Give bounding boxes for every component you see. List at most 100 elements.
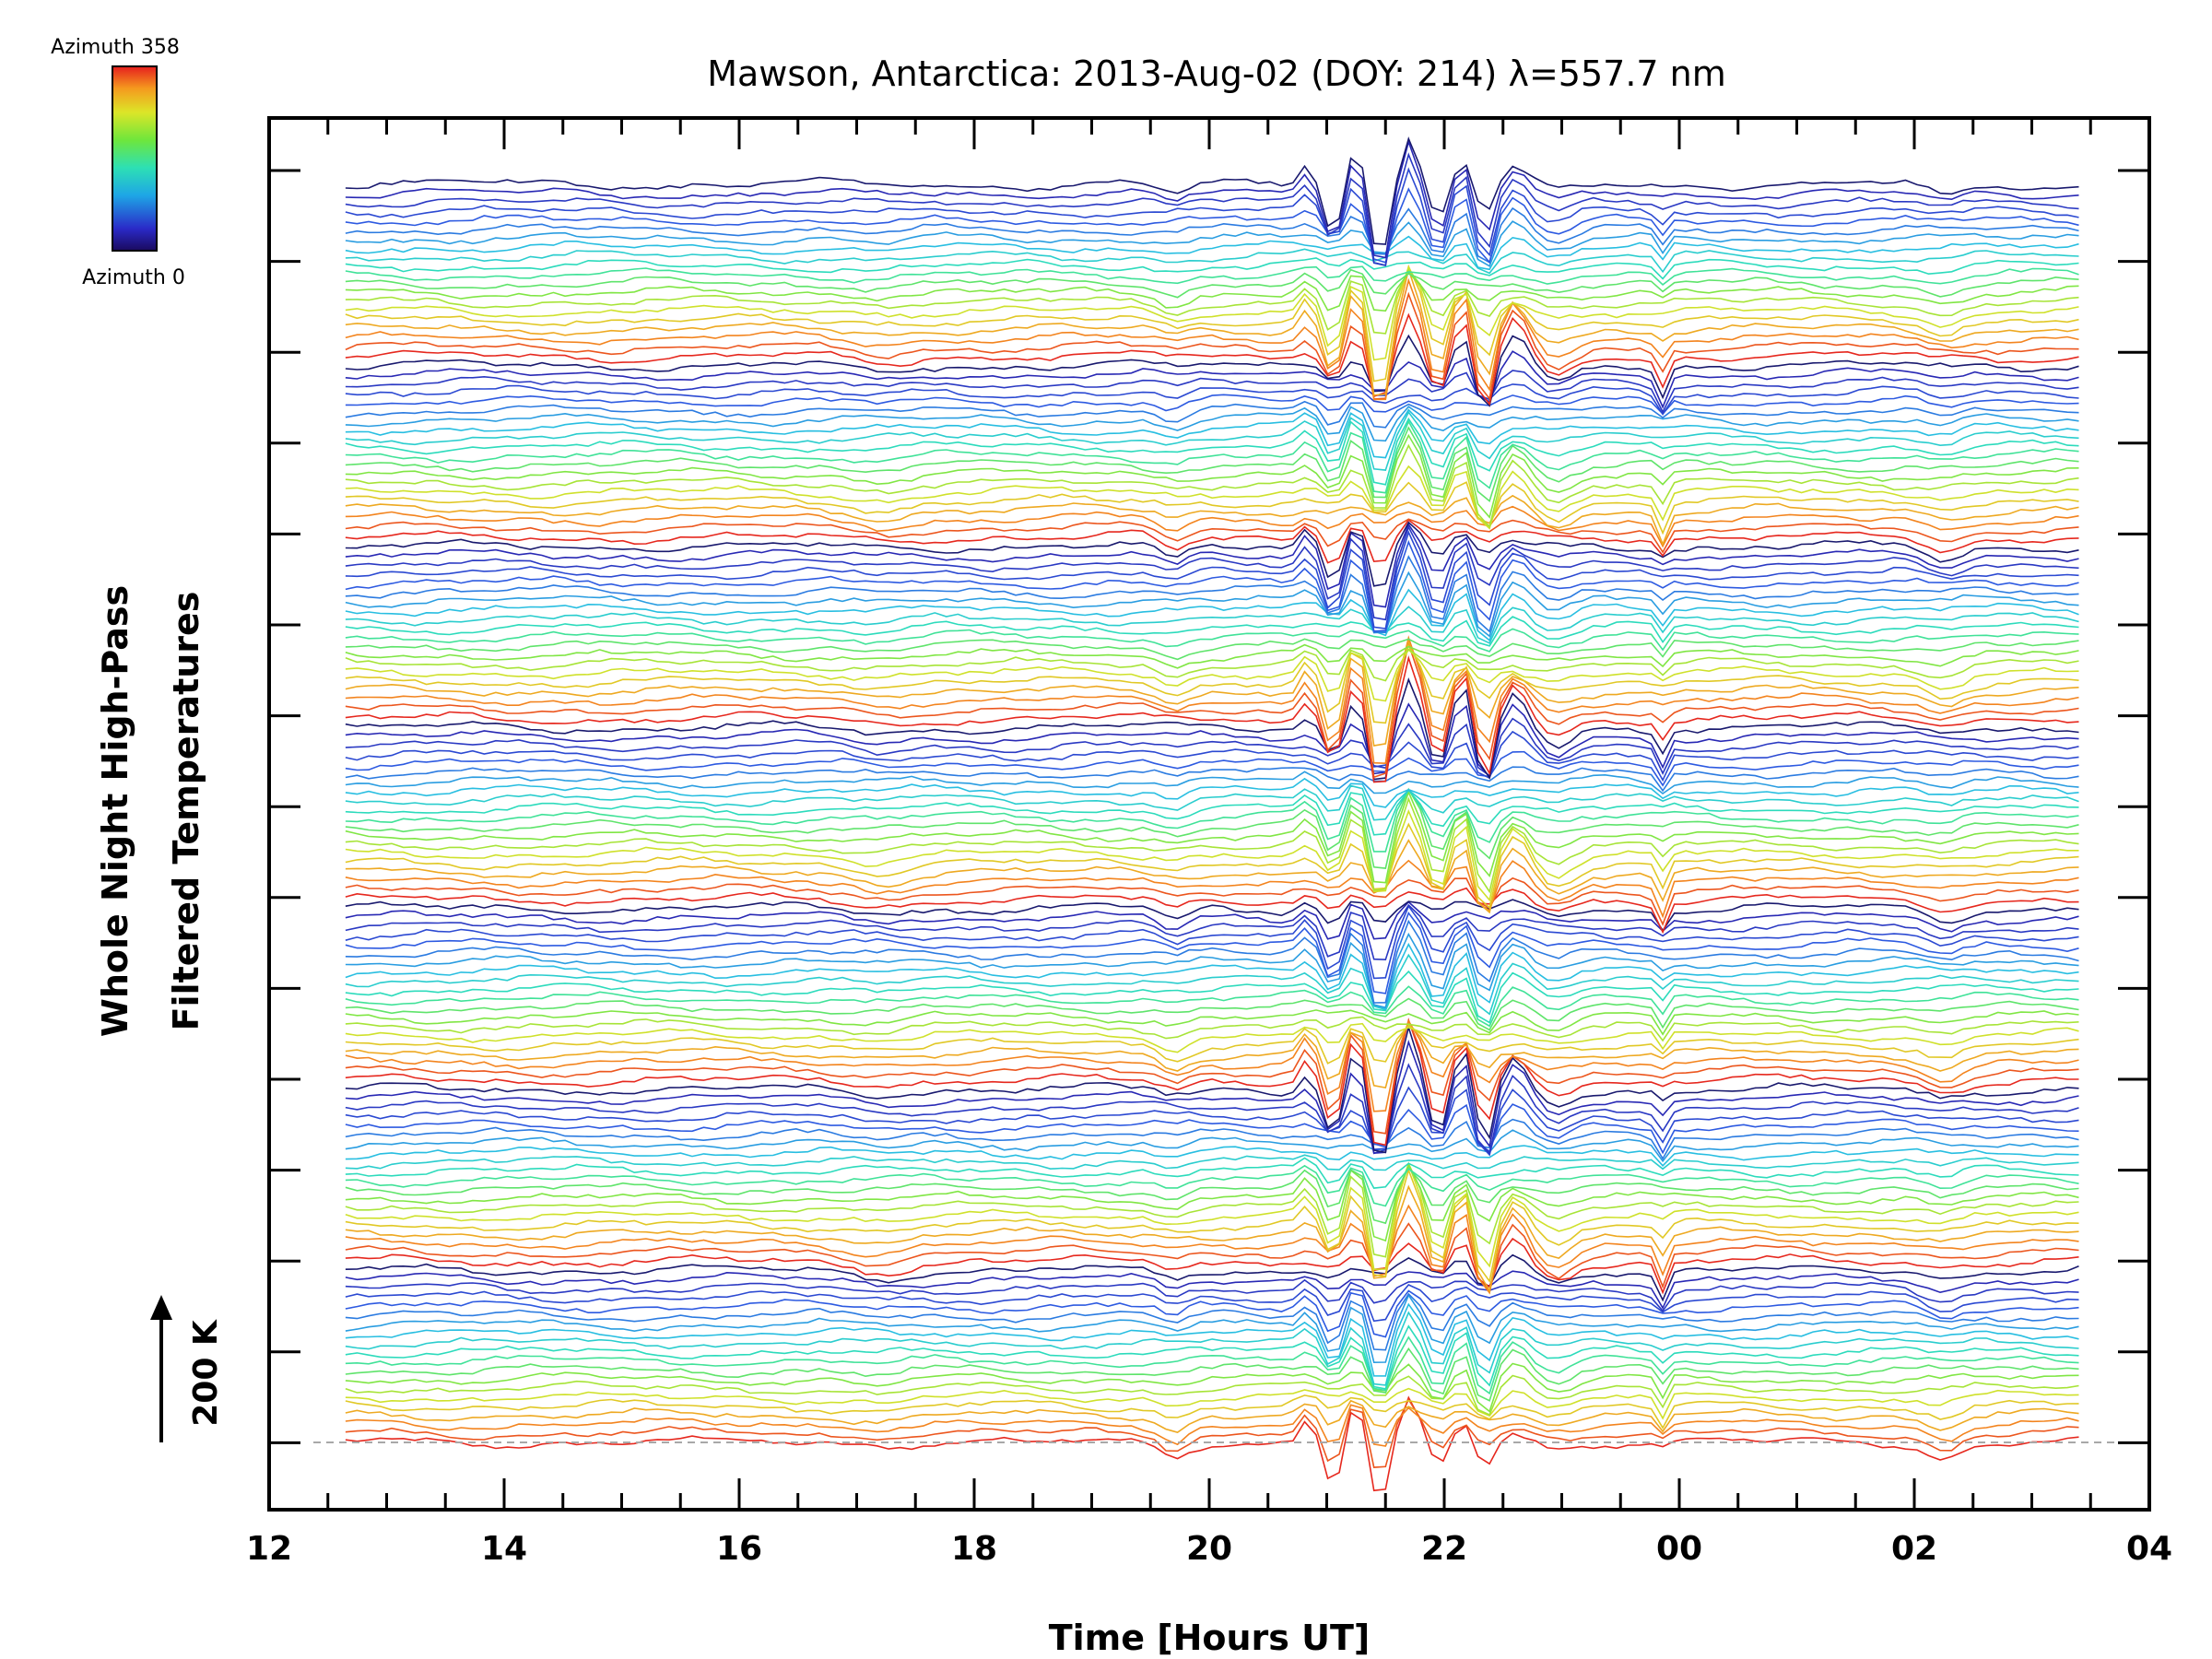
series-line: [345, 265, 2079, 286]
series-line: [345, 394, 2079, 416]
series-line: [345, 1129, 2079, 1163]
series-line: [345, 539, 2079, 632]
series-line: [345, 350, 2079, 409]
series-line: [345, 152, 2079, 266]
y-ticks: [269, 169, 2149, 1444]
series-line: [345, 1022, 2079, 1089]
series-line: [345, 643, 2079, 669]
series-line: [345, 911, 2079, 994]
series-line: [345, 1293, 2079, 1364]
series-line: [345, 953, 2079, 1016]
series-line: [345, 1324, 2079, 1390]
series-line: [345, 900, 2079, 940]
series-line: [345, 1394, 2079, 1430]
series-line: [345, 788, 2079, 853]
series-line: [345, 1284, 2079, 1323]
colorbar-label-max: Azimuth 358: [51, 36, 180, 59]
series-line: [345, 426, 2079, 502]
series-line: [345, 1222, 2079, 1294]
series-line: [345, 1270, 2079, 1310]
series-line: [345, 383, 2079, 416]
series-line: [345, 136, 2079, 245]
x-tick-label: 20: [1186, 1530, 1232, 1568]
series-line: [345, 1397, 2079, 1468]
x-tick-label: 00: [1656, 1530, 1702, 1568]
series-line: [345, 1395, 2079, 1492]
series-line: [345, 1018, 2079, 1147]
series-line: [345, 518, 2079, 564]
series-line: [345, 1103, 2079, 1155]
series-line: [345, 1311, 2079, 1386]
series-line: [345, 677, 2079, 781]
series-line: [345, 1018, 2079, 1135]
series-line: [345, 942, 2079, 1010]
series-line: [345, 1347, 2079, 1402]
series-line: [345, 406, 2079, 442]
series-line: [345, 1009, 2079, 1036]
series-line: [345, 790, 2079, 884]
series-line: [345, 1145, 2079, 1167]
series-line: [345, 555, 2079, 634]
series-line: [345, 524, 2079, 621]
series-line: [345, 1157, 2079, 1189]
series-line: [345, 1168, 2079, 1284]
series-line: [345, 443, 2079, 529]
y-axis-label-line2: Filtered Temperatures: [166, 592, 206, 1031]
series-line: [345, 641, 2079, 779]
series-line: [345, 1024, 2079, 1065]
x-tick-label: 02: [1891, 1530, 1937, 1568]
series-line: [345, 265, 2079, 361]
series-line: [345, 312, 2079, 406]
x-tick-label: 18: [951, 1530, 997, 1568]
series-line: [345, 635, 2079, 765]
x-tick-labels: 12 14 16 18 20 22 00 02 04: [246, 1530, 2172, 1568]
series-line: [345, 167, 2079, 267]
series-line: [345, 1302, 2079, 1377]
series-line: [345, 523, 2079, 608]
series-line: [345, 220, 2079, 267]
series-line: [345, 1022, 2079, 1053]
series-line: [345, 1387, 2079, 1420]
series-line: [345, 410, 2079, 471]
series-line: [345, 628, 2079, 653]
series-line: [345, 717, 2079, 777]
series-line: [345, 481, 2079, 535]
series-line: [345, 271, 2079, 312]
series-line: [345, 1164, 2079, 1207]
series-line: [345, 1278, 2079, 1312]
series-line: [345, 257, 2079, 280]
chart-title: Mawson, Antarctica: 2013-Aug-02 (DOY: 21…: [707, 53, 1726, 94]
series-line: [345, 139, 2079, 259]
series-line: [345, 1016, 2079, 1042]
series-line: [345, 419, 2079, 494]
series-line: [345, 970, 2079, 1024]
x-tick-label: 04: [2126, 1530, 2172, 1568]
series-line: [345, 822, 2079, 910]
scale-bar-arrow-head: [150, 1295, 172, 1320]
series-line: [345, 187, 2079, 265]
series-line: [345, 903, 2079, 961]
series-line: [345, 268, 2079, 335]
series-line: [345, 1118, 2079, 1160]
series-line: [345, 638, 2079, 661]
x-tick-label: 14: [481, 1530, 527, 1568]
series-line: [345, 877, 2079, 926]
series-line: [345, 1024, 2079, 1154]
series-line: [345, 1086, 2079, 1157]
series-line: [345, 494, 2079, 547]
series-line: [345, 730, 2079, 782]
series-line: [345, 1161, 2079, 1271]
series-line: [345, 291, 2079, 401]
series-line: [345, 408, 2079, 459]
series-line: [345, 1362, 2079, 1413]
series-line: [345, 1063, 2079, 1155]
series-line: [345, 505, 2079, 548]
series-line: [345, 784, 2079, 821]
series-line: [345, 1161, 2079, 1258]
series-line: [345, 796, 2079, 894]
series-line: [345, 235, 2079, 271]
series-line: [345, 521, 2079, 587]
series-line: [345, 1404, 2079, 1447]
series-line: [345, 766, 2079, 793]
series-line: [345, 1184, 2079, 1293]
